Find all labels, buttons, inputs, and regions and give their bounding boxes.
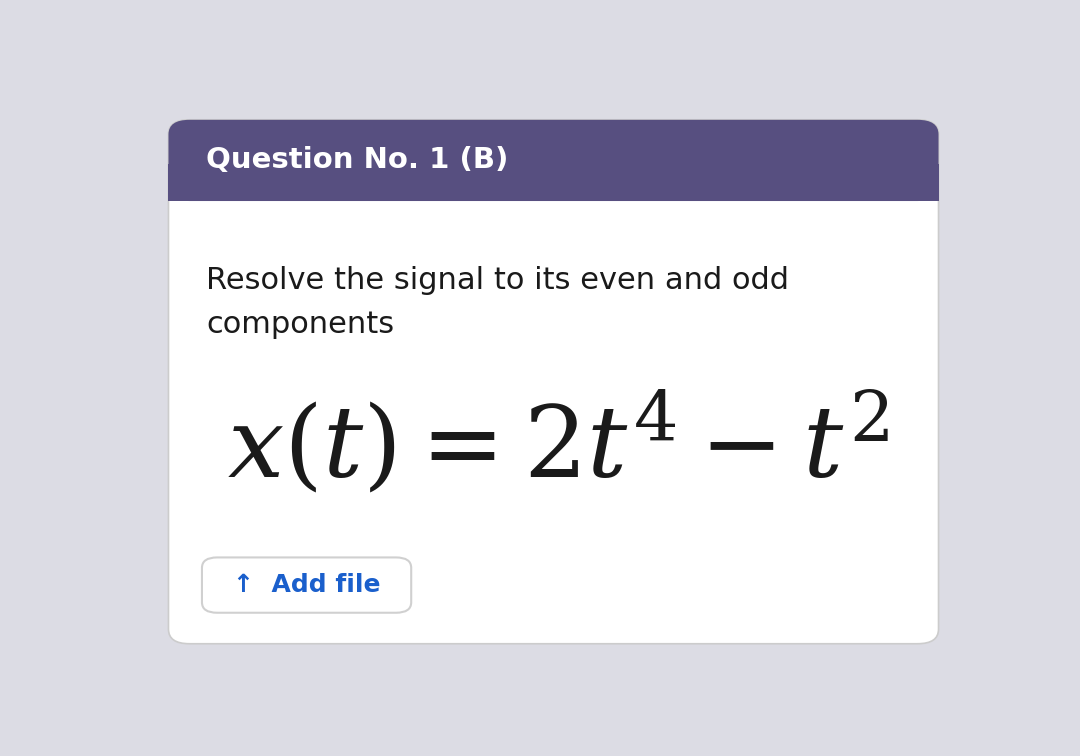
Text: $x(t) = 2t^{4} - t^{2}$: $x(t) = 2t^{4} - t^{2}$ xyxy=(227,391,889,498)
Text: components: components xyxy=(206,311,394,339)
Text: Resolve the signal to its even and odd: Resolve the signal to its even and odd xyxy=(206,266,789,296)
Text: ↑  Add file: ↑ Add file xyxy=(233,573,380,597)
FancyBboxPatch shape xyxy=(168,120,939,201)
Bar xyxy=(168,165,939,201)
FancyBboxPatch shape xyxy=(202,557,411,613)
FancyBboxPatch shape xyxy=(168,120,939,644)
Text: Question No. 1 (B): Question No. 1 (B) xyxy=(206,147,509,175)
